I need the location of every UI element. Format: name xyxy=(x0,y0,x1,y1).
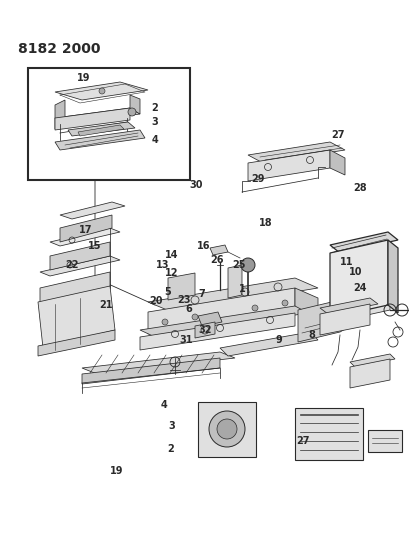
Polygon shape xyxy=(55,82,148,100)
Text: 10: 10 xyxy=(348,267,362,277)
Circle shape xyxy=(252,305,257,311)
Circle shape xyxy=(209,411,245,447)
Polygon shape xyxy=(78,125,124,136)
Text: 2: 2 xyxy=(151,103,158,113)
Text: 25: 25 xyxy=(231,261,245,270)
Bar xyxy=(28,68,189,180)
Polygon shape xyxy=(55,108,130,130)
Text: 6: 6 xyxy=(185,304,191,314)
Bar xyxy=(198,402,255,457)
Polygon shape xyxy=(329,240,387,318)
Text: 3: 3 xyxy=(168,422,174,431)
Polygon shape xyxy=(319,298,377,314)
Text: 13: 13 xyxy=(156,261,169,270)
Text: 23: 23 xyxy=(177,295,190,304)
Text: 26: 26 xyxy=(210,255,223,265)
Text: 7: 7 xyxy=(198,289,204,299)
Polygon shape xyxy=(247,150,329,181)
Polygon shape xyxy=(339,284,397,301)
Circle shape xyxy=(128,108,136,116)
Circle shape xyxy=(216,419,236,439)
Text: 14: 14 xyxy=(164,250,178,260)
Text: 12: 12 xyxy=(164,268,178,278)
Polygon shape xyxy=(55,130,145,150)
Bar xyxy=(294,408,362,460)
Text: 9: 9 xyxy=(275,335,281,345)
Text: 27: 27 xyxy=(330,130,344,140)
Polygon shape xyxy=(195,322,214,338)
Text: 8182 2000: 8182 2000 xyxy=(18,42,100,56)
Text: 4: 4 xyxy=(160,400,167,410)
Polygon shape xyxy=(55,100,65,129)
Text: 1: 1 xyxy=(238,284,245,294)
Text: 19: 19 xyxy=(110,466,123,475)
Text: 18: 18 xyxy=(258,218,272,228)
Polygon shape xyxy=(319,304,369,335)
Polygon shape xyxy=(297,300,351,342)
Polygon shape xyxy=(227,265,241,298)
Text: 21: 21 xyxy=(99,300,112,310)
Polygon shape xyxy=(339,290,389,321)
Circle shape xyxy=(99,88,105,94)
Text: 16: 16 xyxy=(197,241,210,251)
Text: 15: 15 xyxy=(88,241,101,251)
Polygon shape xyxy=(139,313,294,350)
Circle shape xyxy=(240,258,254,272)
Polygon shape xyxy=(130,95,139,114)
Polygon shape xyxy=(40,272,110,304)
Polygon shape xyxy=(220,332,317,356)
Bar xyxy=(367,430,401,452)
Text: 3: 3 xyxy=(151,117,158,127)
Polygon shape xyxy=(139,306,307,337)
Text: 22: 22 xyxy=(65,261,78,270)
Text: 17: 17 xyxy=(79,225,92,235)
Polygon shape xyxy=(148,288,294,334)
Text: 4: 4 xyxy=(151,135,158,145)
Polygon shape xyxy=(60,215,112,242)
Text: 24: 24 xyxy=(353,283,366,293)
Text: 2: 2 xyxy=(166,444,173,454)
Polygon shape xyxy=(294,288,317,320)
Polygon shape xyxy=(329,232,397,253)
Circle shape xyxy=(281,300,287,306)
Text: 11: 11 xyxy=(339,257,352,267)
Text: 8: 8 xyxy=(308,330,314,340)
Circle shape xyxy=(162,319,168,325)
Polygon shape xyxy=(82,352,234,374)
Polygon shape xyxy=(329,150,344,175)
Polygon shape xyxy=(148,278,317,312)
Polygon shape xyxy=(349,359,389,388)
Polygon shape xyxy=(209,245,227,255)
Text: 19: 19 xyxy=(77,73,90,83)
Polygon shape xyxy=(38,286,115,348)
Polygon shape xyxy=(50,242,110,270)
Text: 29: 29 xyxy=(251,174,264,183)
Polygon shape xyxy=(349,354,394,367)
Text: 27: 27 xyxy=(296,437,309,446)
Polygon shape xyxy=(60,202,125,219)
Polygon shape xyxy=(82,358,220,384)
Polygon shape xyxy=(387,240,397,313)
Polygon shape xyxy=(40,256,120,276)
Text: 31: 31 xyxy=(180,335,193,345)
Polygon shape xyxy=(38,330,115,356)
Polygon shape xyxy=(168,273,195,300)
Polygon shape xyxy=(247,142,344,163)
Polygon shape xyxy=(55,108,139,124)
Text: 30: 30 xyxy=(189,181,202,190)
Polygon shape xyxy=(50,228,120,246)
Circle shape xyxy=(191,314,198,320)
Polygon shape xyxy=(68,122,135,136)
Text: 32: 32 xyxy=(198,326,211,335)
Polygon shape xyxy=(198,312,221,326)
Text: 28: 28 xyxy=(352,183,366,192)
Text: 20: 20 xyxy=(149,296,162,306)
Text: 5: 5 xyxy=(164,287,170,297)
